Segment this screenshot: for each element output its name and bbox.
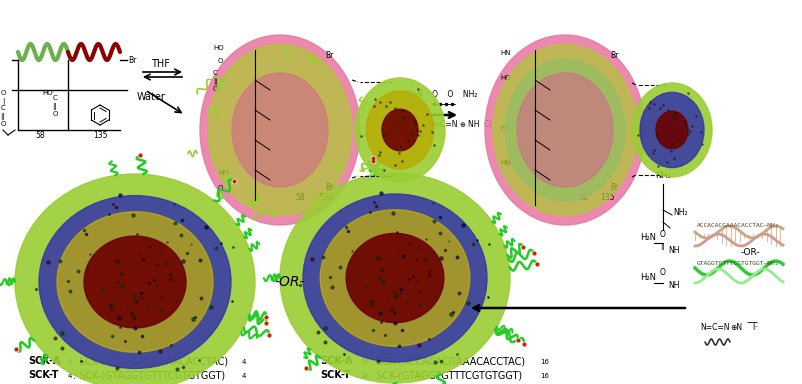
Text: NH  Cl⁻: NH Cl⁻ <box>468 120 495 129</box>
Text: -OR-: -OR- <box>739 248 759 257</box>
Ellipse shape <box>208 45 351 215</box>
Text: O: O <box>659 230 665 239</box>
Ellipse shape <box>280 173 509 383</box>
Text: 16: 16 <box>359 359 369 365</box>
Text: NH₂: NH₂ <box>654 171 670 180</box>
Ellipse shape <box>320 210 469 346</box>
Text: NH: NH <box>667 246 678 255</box>
Text: 16: 16 <box>539 373 549 379</box>
Text: HO: HO <box>500 75 510 81</box>
Text: ||: || <box>53 103 57 110</box>
Text: HO: HO <box>213 45 223 51</box>
Ellipse shape <box>354 78 444 182</box>
Text: |: | <box>2 98 4 105</box>
Ellipse shape <box>484 35 644 225</box>
Text: : SCK-(ACCACACGAAACACCTAC): : SCK-(ACCACACGAAACACCTAC) <box>370 356 525 366</box>
Text: I⁻: I⁻ <box>751 323 757 332</box>
Ellipse shape <box>639 93 703 167</box>
Text: 58: 58 <box>35 131 45 140</box>
Text: C: C <box>1 105 6 111</box>
Ellipse shape <box>382 109 418 151</box>
Text: N=C=N: N=C=N <box>427 120 457 129</box>
Ellipse shape <box>492 45 636 215</box>
Text: 58: 58 <box>294 193 304 202</box>
Text: ||: || <box>213 78 217 85</box>
Text: ⊕N: ⊕N <box>729 323 741 332</box>
Text: O: O <box>0 90 6 96</box>
Text: —: — <box>745 317 756 327</box>
Text: 135: 135 <box>599 193 614 202</box>
Text: ACCACACGAAACACCTAC—NH₂: ACCACACGAAACACCTAC—NH₂ <box>696 223 779 228</box>
Text: 4: 4 <box>68 359 72 365</box>
Text: 16: 16 <box>359 373 369 379</box>
Text: Br: Br <box>325 183 333 192</box>
Text: 58: 58 <box>577 193 587 202</box>
Text: Br: Br <box>325 51 333 60</box>
Text: O: O <box>217 58 223 64</box>
Ellipse shape <box>15 174 255 384</box>
Text: SCK-T: SCK-T <box>320 370 350 380</box>
Ellipse shape <box>302 194 486 362</box>
Text: O: O <box>213 86 218 92</box>
Text: 4: 4 <box>68 373 72 379</box>
Text: : SCK-(GTAGGTGTTTCGTGTGGT): : SCK-(GTAGGTGTTTCGTGTGGT) <box>370 370 521 380</box>
Ellipse shape <box>516 73 612 187</box>
Text: Br: Br <box>610 51 618 60</box>
Text: SCK-T: SCK-T <box>28 370 59 380</box>
Text: ⊕: ⊕ <box>459 122 464 128</box>
Ellipse shape <box>655 111 687 149</box>
Text: : SCK-(ACCACACGAAACACCTAC): : SCK-(ACCACACGAAACACCTAC) <box>73 356 228 366</box>
Text: : SCK-(GTAGGTGTTTCGTGTGGT): : SCK-(GTAGGTGTTTCGTGTGGT) <box>73 370 225 380</box>
Text: HN: HN <box>500 125 510 131</box>
Text: O: O <box>0 121 6 127</box>
Text: Br: Br <box>128 56 136 65</box>
Text: 16: 16 <box>539 359 549 365</box>
Text: HN: HN <box>500 160 510 166</box>
Ellipse shape <box>232 73 327 187</box>
Text: HO: HO <box>43 90 53 96</box>
Text: Water: Water <box>137 92 166 102</box>
Ellipse shape <box>57 212 213 352</box>
Text: -OR-: -OR- <box>274 275 305 289</box>
Text: GTAGGTGTTTCGTGTGGT—NH₂: GTAGGTGTTTCGTGTGGT—NH₂ <box>696 261 779 266</box>
Text: C: C <box>213 70 217 76</box>
Text: H₂N    O    O    NH₂: H₂N O O NH₂ <box>407 90 477 99</box>
Text: H₂N: H₂N <box>639 273 655 282</box>
Text: 4: 4 <box>241 373 246 379</box>
Text: NH₂: NH₂ <box>672 208 687 217</box>
Text: Br: Br <box>610 183 618 192</box>
Text: H₂N: H₂N <box>639 233 655 242</box>
Text: C: C <box>53 95 57 101</box>
Ellipse shape <box>346 233 444 323</box>
Ellipse shape <box>631 83 711 177</box>
Ellipse shape <box>504 59 624 201</box>
Text: O: O <box>659 268 665 277</box>
Text: SCK-A: SCK-A <box>320 356 352 366</box>
Text: NH: NH <box>667 281 678 290</box>
Text: O: O <box>217 185 223 191</box>
Ellipse shape <box>84 236 186 328</box>
Text: ||: || <box>1 113 6 120</box>
Text: N=C=N: N=C=N <box>699 323 728 332</box>
Text: HO: HO <box>217 170 229 176</box>
Text: SCK-A: SCK-A <box>28 356 60 366</box>
Text: O: O <box>52 111 58 117</box>
Ellipse shape <box>200 35 359 225</box>
Text: HN: HN <box>500 50 510 56</box>
Text: 4: 4 <box>241 359 246 365</box>
Text: ||: || <box>659 243 664 250</box>
Text: 135: 135 <box>318 193 332 202</box>
Text: THF: THF <box>151 59 169 69</box>
Ellipse shape <box>366 91 433 169</box>
Text: 135: 135 <box>93 131 107 140</box>
Ellipse shape <box>39 195 231 368</box>
